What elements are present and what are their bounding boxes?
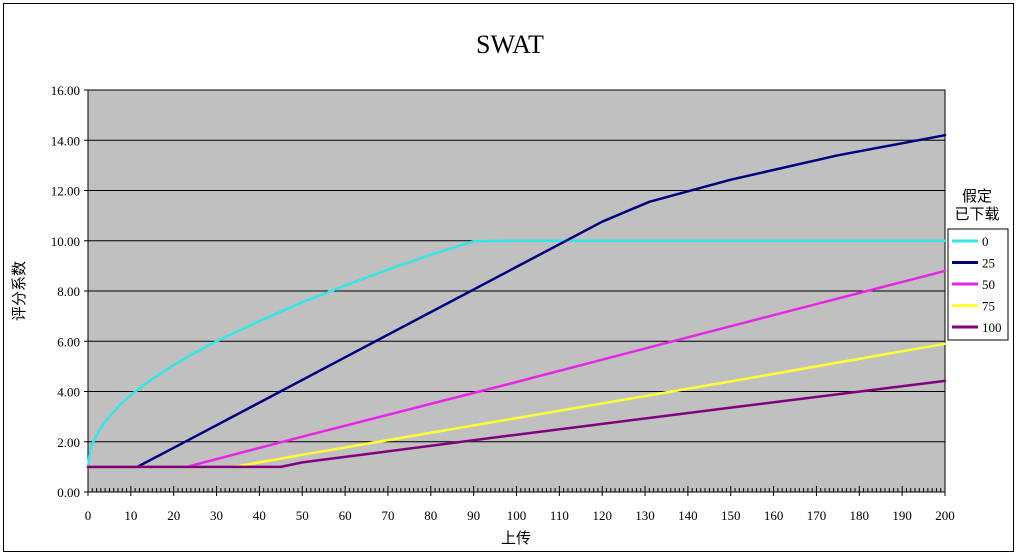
series-line-25 bbox=[86, 133, 947, 469]
x-tick-label: 40 bbox=[253, 508, 266, 523]
x-tick-label: 180 bbox=[850, 508, 870, 523]
y-tick-label: 6.00 bbox=[57, 334, 80, 349]
x-tick-label: 140 bbox=[678, 508, 698, 523]
chart-frame: SWAT 0.00 2.00 4.00 6.00 8.00 10.00 12.00 14.00… bbox=[3, 3, 1014, 552]
x-minor-ticks bbox=[87, 486, 946, 496]
x-tick-label: 100 bbox=[507, 508, 527, 523]
x-tick-label: 20 bbox=[167, 508, 180, 523]
x-tick-labels: 0 10 20 30 40 50 60 70 80 90 100 110 120 130 140 150 160… bbox=[85, 508, 955, 523]
series-line-0 bbox=[86, 239, 947, 469]
x-tick-label: 10 bbox=[124, 508, 137, 523]
x-tick-label: 160 bbox=[764, 508, 784, 523]
x-axis-label: 上传 bbox=[501, 530, 531, 547]
legend-title-line-2: 已下载 bbox=[954, 206, 999, 223]
x-tick-label: 90 bbox=[467, 508, 480, 523]
x-tick-label: 120 bbox=[592, 508, 612, 523]
legend-label-0: 0 bbox=[982, 234, 989, 249]
legend: 假定 已下载 0 25 50 75 100 bbox=[947, 188, 1009, 341]
legend-label-25: 25 bbox=[982, 256, 995, 271]
y-tick-label: 4.00 bbox=[57, 385, 80, 400]
legend-label-75: 75 bbox=[982, 299, 995, 314]
x-tick-label: 0 bbox=[85, 508, 92, 523]
y-tick-label: 16.00 bbox=[51, 83, 80, 98]
legend-items: 0 25 50 75 100 bbox=[952, 234, 1002, 335]
x-tick-label: 30 bbox=[210, 508, 223, 523]
series-lines bbox=[86, 133, 947, 469]
y-tick-label: 0.00 bbox=[57, 485, 80, 500]
x-tick-label: 70 bbox=[381, 508, 394, 523]
y-tick-label: 10.00 bbox=[51, 234, 80, 249]
x-tick-label: 190 bbox=[892, 508, 912, 523]
x-tick-label: 110 bbox=[550, 508, 569, 523]
y-tick-label: 14.00 bbox=[51, 133, 80, 148]
x-tick-label: 80 bbox=[424, 508, 437, 523]
legend-label-100: 100 bbox=[982, 320, 1002, 335]
x-tick-label: 50 bbox=[296, 508, 309, 523]
legend-title-line-1: 假定 bbox=[962, 188, 992, 205]
chart-title: SWAT bbox=[476, 30, 544, 59]
y-tick-labels: 0.00 2.00 4.00 6.00 8.00 10.00 12.00 14.00 16.00 bbox=[51, 83, 80, 500]
y-axis-label: 评分系数 bbox=[11, 261, 28, 321]
x-tick-label: 170 bbox=[807, 508, 827, 523]
x-tick-label: 150 bbox=[721, 508, 741, 523]
x-tick-label: 130 bbox=[635, 508, 655, 523]
legend-label-50: 50 bbox=[982, 277, 995, 292]
x-tick-label: 200 bbox=[935, 508, 955, 523]
y-tick-label: 12.00 bbox=[51, 184, 80, 199]
y-tick-label: 2.00 bbox=[57, 435, 80, 450]
chart-svg: SWAT 0.00 2.00 4.00 6.00 8.00 10.00 12.00 14.00… bbox=[11, 30, 1009, 547]
series-line-100 bbox=[86, 379, 947, 469]
x-tick-label: 60 bbox=[339, 508, 352, 523]
y-tick-label: 8.00 bbox=[57, 284, 80, 299]
